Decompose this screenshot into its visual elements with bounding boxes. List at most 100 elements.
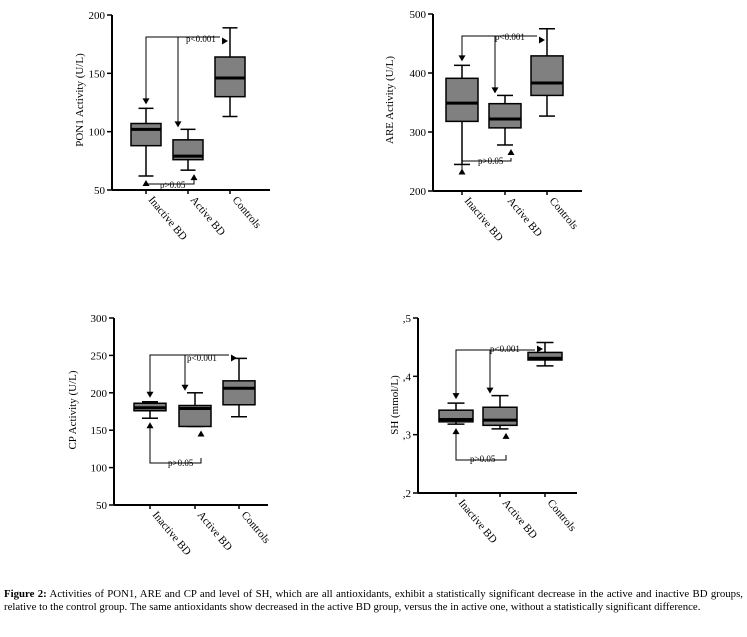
arrow-head	[458, 55, 466, 62]
y-tick-label: ,4	[403, 371, 412, 383]
y-tick-label: 150	[89, 68, 106, 80]
box-iqr	[527, 351, 563, 361]
nonsignificance-bracket: p>0.05	[146, 422, 205, 468]
y-axis-label: SH (mmol/L)	[389, 375, 401, 435]
chart-panel-3: 50 100 150 200 250 300 CP Activity (U/L) Inacti…	[67, 313, 272, 558]
significance-bracket: p<0.001	[146, 353, 237, 398]
arrow-head	[174, 121, 182, 128]
x-category-label: Controls	[230, 194, 264, 231]
p-value-label: p>0.05	[168, 458, 194, 468]
arrow-head	[502, 432, 510, 439]
bracket-line	[145, 36, 220, 101]
arrow-head	[486, 387, 494, 394]
arrow-head	[146, 391, 154, 398]
y-tick-label: 300	[410, 127, 427, 139]
y-axis-label: PON1 Activity (U/L)	[74, 53, 86, 147]
box-iqr	[445, 77, 479, 123]
chart-panel-4: ,2 ,3 ,4 ,5 SH (mmol/L) Inactive BD Active BD C…	[389, 313, 578, 546]
box-iqr	[438, 409, 474, 423]
arrow-head	[222, 37, 228, 45]
arrow-head	[458, 168, 466, 175]
y-tick-label: 150	[91, 425, 108, 437]
arrow-head	[197, 430, 205, 437]
box-controls	[530, 28, 564, 117]
arrow-head	[181, 384, 189, 391]
p-value-label: p<0.001	[186, 34, 216, 44]
box-iqr	[530, 55, 564, 97]
significance-bracket: p<0.001	[458, 32, 545, 94]
box-active-bd	[488, 94, 522, 146]
x-category-label: Active BD	[195, 509, 235, 553]
box-inactive-bd	[445, 64, 479, 166]
box-controls	[527, 341, 563, 367]
box-iqr	[222, 380, 256, 406]
bracket-line	[455, 432, 507, 461]
y-tick-label: 50	[94, 185, 106, 197]
x-category-label: Inactive BD	[462, 195, 506, 244]
box-iqr	[482, 406, 518, 427]
y-tick-label: 50	[96, 500, 108, 512]
significance-bracket: p<0.001	[142, 34, 228, 128]
p-value-label: p>0.05	[160, 180, 186, 190]
x-category-label: Controls	[547, 195, 581, 232]
x-category-label: Active BD	[188, 194, 228, 238]
significance-bracket: p<0.001	[452, 344, 543, 400]
x-category-label: Controls	[545, 497, 579, 534]
box-iqr	[178, 404, 212, 428]
y-tick-label: 500	[410, 9, 427, 21]
arrow-head	[491, 87, 499, 94]
box-active-bd	[178, 392, 212, 428]
box-inactive-bd	[130, 107, 162, 177]
arrow-head	[146, 422, 154, 429]
arrow-head	[142, 98, 150, 105]
bracket-line	[461, 35, 537, 58]
nonsignificance-bracket: p>0.05	[458, 148, 515, 175]
arrow-head	[507, 148, 515, 155]
arrow-head	[452, 428, 460, 435]
box-iqr	[130, 122, 162, 147]
p-value-label: p>0.05	[478, 156, 504, 166]
y-tick-label: ,3	[403, 430, 412, 442]
bracket-line	[455, 349, 535, 396]
box-controls	[222, 357, 256, 418]
p-value-label: p>0.05	[470, 454, 496, 464]
p-value-label: p<0.001	[495, 32, 525, 42]
chart-panel-1: 50 100 150 200 PON1 Activity (U/L) Inactive B…	[74, 10, 270, 243]
y-tick-label: 200	[89, 10, 106, 22]
arrow-head	[190, 174, 198, 181]
box-active-bd	[482, 394, 518, 430]
p-value-label: p<0.001	[187, 353, 217, 363]
y-tick-label: 200	[410, 186, 427, 198]
chart-panel-2: 200 300 400 500 ARE Activity (U/L) Inactive B…	[384, 9, 582, 244]
y-tick-label: ,2	[403, 488, 411, 500]
box-inactive-bd	[438, 402, 474, 425]
box-active-bd	[172, 128, 204, 171]
y-tick-label: 300	[91, 313, 108, 325]
nonsignificance-bracket: p>0.05	[142, 174, 198, 190]
x-category-label: Inactive BD	[150, 509, 194, 558]
bracket-line	[149, 354, 229, 394]
arrow-head	[537, 345, 543, 353]
arrow-head	[231, 354, 237, 362]
arrow-head	[539, 36, 545, 44]
arrow-head	[452, 393, 460, 400]
caption-lead: Figure 2:	[4, 588, 47, 600]
figure-caption: Figure 2: Activities of PON1, ARE and CP…	[4, 588, 743, 614]
y-tick-label: 400	[410, 68, 427, 80]
nonsignificance-bracket: p>0.05	[452, 428, 510, 464]
box-inactive-bd	[133, 401, 167, 419]
x-category-label: Inactive BD	[146, 194, 190, 243]
y-tick-label: 250	[91, 350, 108, 362]
y-tick-label: 100	[89, 127, 106, 139]
y-tick-label: ,5	[403, 313, 412, 325]
arrow-head	[142, 180, 150, 186]
bracket-line	[461, 158, 512, 173]
x-category-label: Inactive BD	[456, 497, 500, 546]
box-controls	[214, 27, 246, 118]
x-category-label: Controls	[239, 509, 273, 546]
y-tick-label: 200	[91, 388, 108, 400]
p-value-label: p<0.001	[490, 344, 520, 354]
x-category-label: Active BD	[500, 497, 540, 541]
x-category-label: Active BD	[505, 195, 545, 239]
